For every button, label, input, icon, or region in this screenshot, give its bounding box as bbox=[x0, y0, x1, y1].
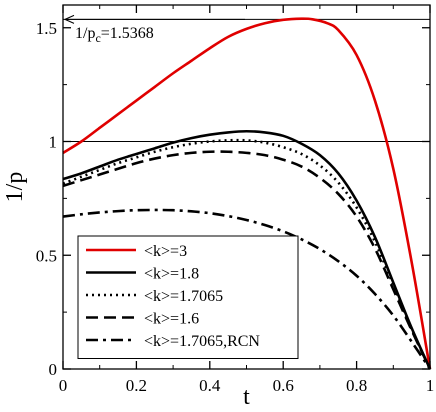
legend-label-4: <k>=1.6 bbox=[144, 311, 199, 328]
annotation-subscript: c bbox=[95, 31, 100, 45]
annotation-arrow-head bbox=[64, 14, 75, 24]
x-axis-title: t bbox=[243, 384, 250, 410]
x-tick-label: 0.8 bbox=[346, 376, 367, 395]
annotation-main: 1/p bbox=[75, 25, 95, 42]
y-tick-label: 1.5 bbox=[36, 19, 57, 38]
y-tick-label: 0.5 bbox=[36, 246, 57, 265]
legend-label-5: <k>=1.7065,RCN bbox=[144, 333, 260, 350]
y-tick-label: 1 bbox=[49, 133, 58, 152]
series-line-1 bbox=[62, 17, 432, 370]
x-tick-label: 0.4 bbox=[199, 376, 221, 395]
legend-label-1: <k>=3 bbox=[144, 243, 187, 260]
annotation-text: 1/pc=1.5368 bbox=[75, 25, 154, 45]
x-tick-label: 0.6 bbox=[273, 376, 294, 395]
legend-box bbox=[77, 235, 299, 359]
legend-label-2: <k>=1.8 bbox=[144, 266, 199, 283]
x-tick-label: 1 bbox=[426, 376, 435, 395]
x-tick-label: 0 bbox=[59, 376, 68, 395]
x-tick-label: 0.2 bbox=[126, 376, 147, 395]
y-tick-label: 0 bbox=[49, 360, 58, 379]
y-axis-title: 1/p bbox=[2, 172, 28, 203]
series-line-2 bbox=[62, 129, 432, 370]
series-line-4 bbox=[62, 150, 432, 370]
annotation-value: =1.5368 bbox=[101, 25, 154, 42]
series-line-5 bbox=[62, 208, 432, 370]
legend-label-3: <k>=1.7065 bbox=[144, 288, 223, 305]
